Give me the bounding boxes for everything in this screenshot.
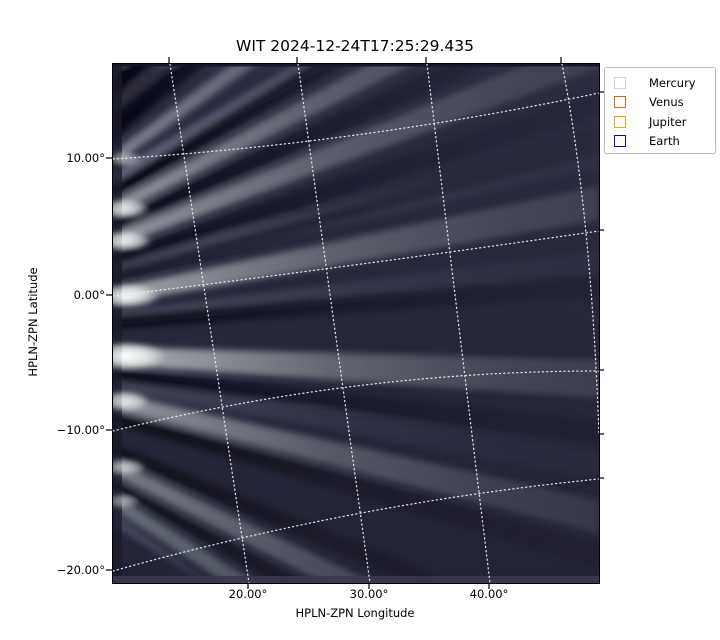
longitude-gridline-40 [426,64,491,583]
legend-item-mercury: Mercury [605,73,715,93]
venus-marker-icon [614,96,626,109]
legend-item-earth: Earth [605,132,715,152]
mercury-marker-icon [614,76,626,89]
legend-label: Earth [649,134,680,149]
y-tick-label-10: 10.00° [66,151,105,165]
legend: Mercury Venus Jupiter Earth [604,67,716,154]
plot-title: WIT 2024-12-24T17:25:29.435 [236,37,474,55]
y-axis-label: HPLN-ZPN Latitude [26,267,40,377]
wispr-image [113,64,599,583]
latitude-gridline-0 [113,230,599,297]
coordinate-grid [113,64,599,583]
longitude-gridline-20 [169,64,250,583]
legend-item-jupiter: Jupiter [605,112,715,132]
y-tick-label-0: 0.00° [73,288,105,302]
legend-label: Venus [649,95,684,110]
longitude-gridline-30 [297,64,371,583]
earth-marker-icon [614,135,626,148]
longitude-gridline-50 [561,64,599,436]
latitude-gridline-10 [113,92,599,160]
jupiter-marker-icon [614,115,626,128]
legend-label: Mercury [649,75,696,90]
x-axis-label: HPLN-ZPN Longitude [295,606,415,620]
x-tick-label-20: 20.00° [228,587,268,601]
latitude-gridline-minus10 [113,370,599,432]
y-tick-label-minus10: −10.00° [56,423,105,437]
x-tick-label-30: 30.00° [349,587,389,601]
legend-label: Jupiter [649,114,687,129]
y-tick-label-minus20: −20.00° [56,563,105,577]
x-tick-label-40: 40.00° [469,587,509,601]
legend-item-venus: Venus [605,93,715,113]
plot-area [112,63,600,584]
latitude-gridline-minus20 [113,478,599,572]
